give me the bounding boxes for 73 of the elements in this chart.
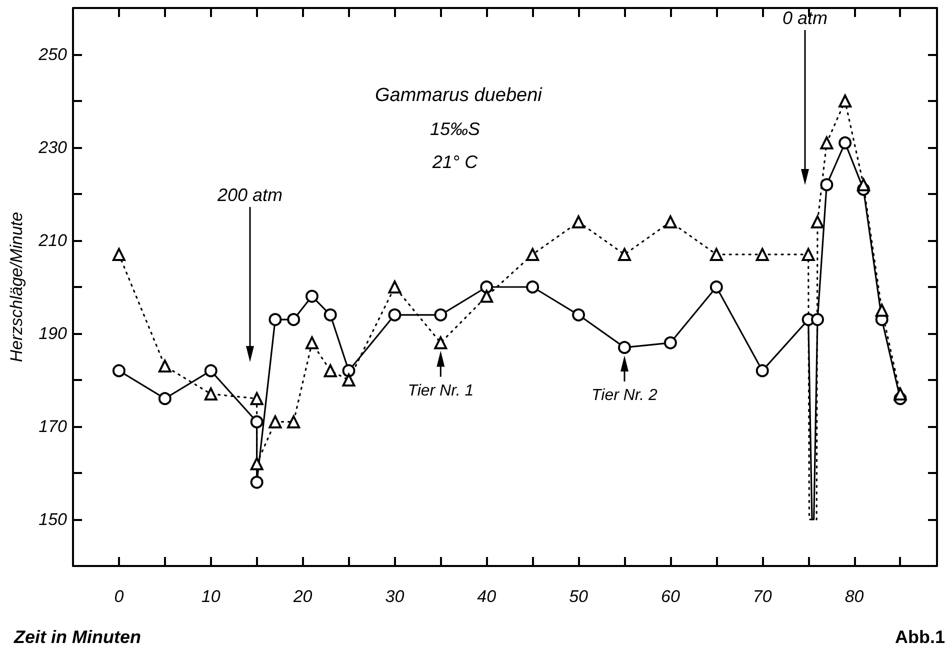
point xyxy=(434,336,448,350)
x-tick-label: 40 xyxy=(477,587,497,606)
point xyxy=(710,248,723,261)
point xyxy=(820,136,834,150)
annotation: 0 atm xyxy=(782,8,828,28)
y-tick-label: 210 xyxy=(38,231,68,250)
point xyxy=(305,290,318,303)
point xyxy=(204,387,218,400)
point xyxy=(572,308,586,322)
point xyxy=(618,248,631,261)
point xyxy=(856,178,870,192)
point xyxy=(756,364,769,378)
x-tick-label: 30 xyxy=(385,587,405,606)
point xyxy=(434,308,448,322)
point xyxy=(526,280,540,294)
x-tick-label: 70 xyxy=(752,587,772,606)
point xyxy=(324,308,337,322)
point xyxy=(268,313,282,326)
y-tick-label: 250 xyxy=(38,45,68,64)
point xyxy=(572,215,586,228)
point xyxy=(250,392,264,406)
point xyxy=(158,360,172,373)
point xyxy=(811,313,824,326)
point xyxy=(618,340,631,354)
point xyxy=(480,290,494,303)
x-axis-title: Zeit in Minuten xyxy=(13,627,141,647)
point xyxy=(268,415,282,428)
x-tick-label: 0 xyxy=(114,587,124,606)
annotation: Tier Nr. 2 xyxy=(592,386,658,404)
y-tick-label: 190 xyxy=(38,324,68,343)
point xyxy=(811,215,824,228)
annotation: 21° C xyxy=(431,152,479,172)
point xyxy=(838,136,852,150)
caption: Abb.1 xyxy=(895,627,946,647)
point xyxy=(250,476,264,489)
point xyxy=(250,457,264,470)
annotation: 15‰S xyxy=(430,119,480,139)
point xyxy=(664,215,677,228)
point xyxy=(305,336,318,350)
annotation: Tier Nr. 1 xyxy=(408,382,474,400)
point xyxy=(480,280,494,294)
x-tick-label: 80 xyxy=(844,587,864,606)
point xyxy=(342,364,356,378)
point xyxy=(324,364,337,378)
point xyxy=(112,248,126,261)
y-tick-label: 230 xyxy=(38,138,68,157)
point xyxy=(820,178,834,192)
point xyxy=(204,364,218,378)
point xyxy=(112,364,126,378)
point xyxy=(250,415,264,428)
y-tick-label: 150 xyxy=(38,510,68,529)
point xyxy=(287,415,300,428)
x-tick-label: 20 xyxy=(292,587,313,606)
point xyxy=(342,374,356,386)
point xyxy=(875,304,888,317)
point xyxy=(388,280,402,294)
point xyxy=(756,248,769,261)
y-axis-title: Herzschläge/Minute xyxy=(7,212,26,362)
point xyxy=(838,94,852,108)
point xyxy=(664,336,677,350)
point xyxy=(287,313,300,326)
x-tick-label: 60 xyxy=(660,587,680,606)
point xyxy=(158,392,172,406)
point xyxy=(526,248,540,261)
x-tick-label: 10 xyxy=(201,587,221,606)
x-tick-label: 50 xyxy=(569,587,589,606)
y-tick-label: 170 xyxy=(38,417,68,436)
point xyxy=(802,248,815,261)
annotation: 200 atm xyxy=(216,185,283,205)
text: Gammarus duebeni xyxy=(375,85,543,106)
point xyxy=(388,308,402,322)
point xyxy=(894,387,907,400)
point xyxy=(710,280,723,294)
